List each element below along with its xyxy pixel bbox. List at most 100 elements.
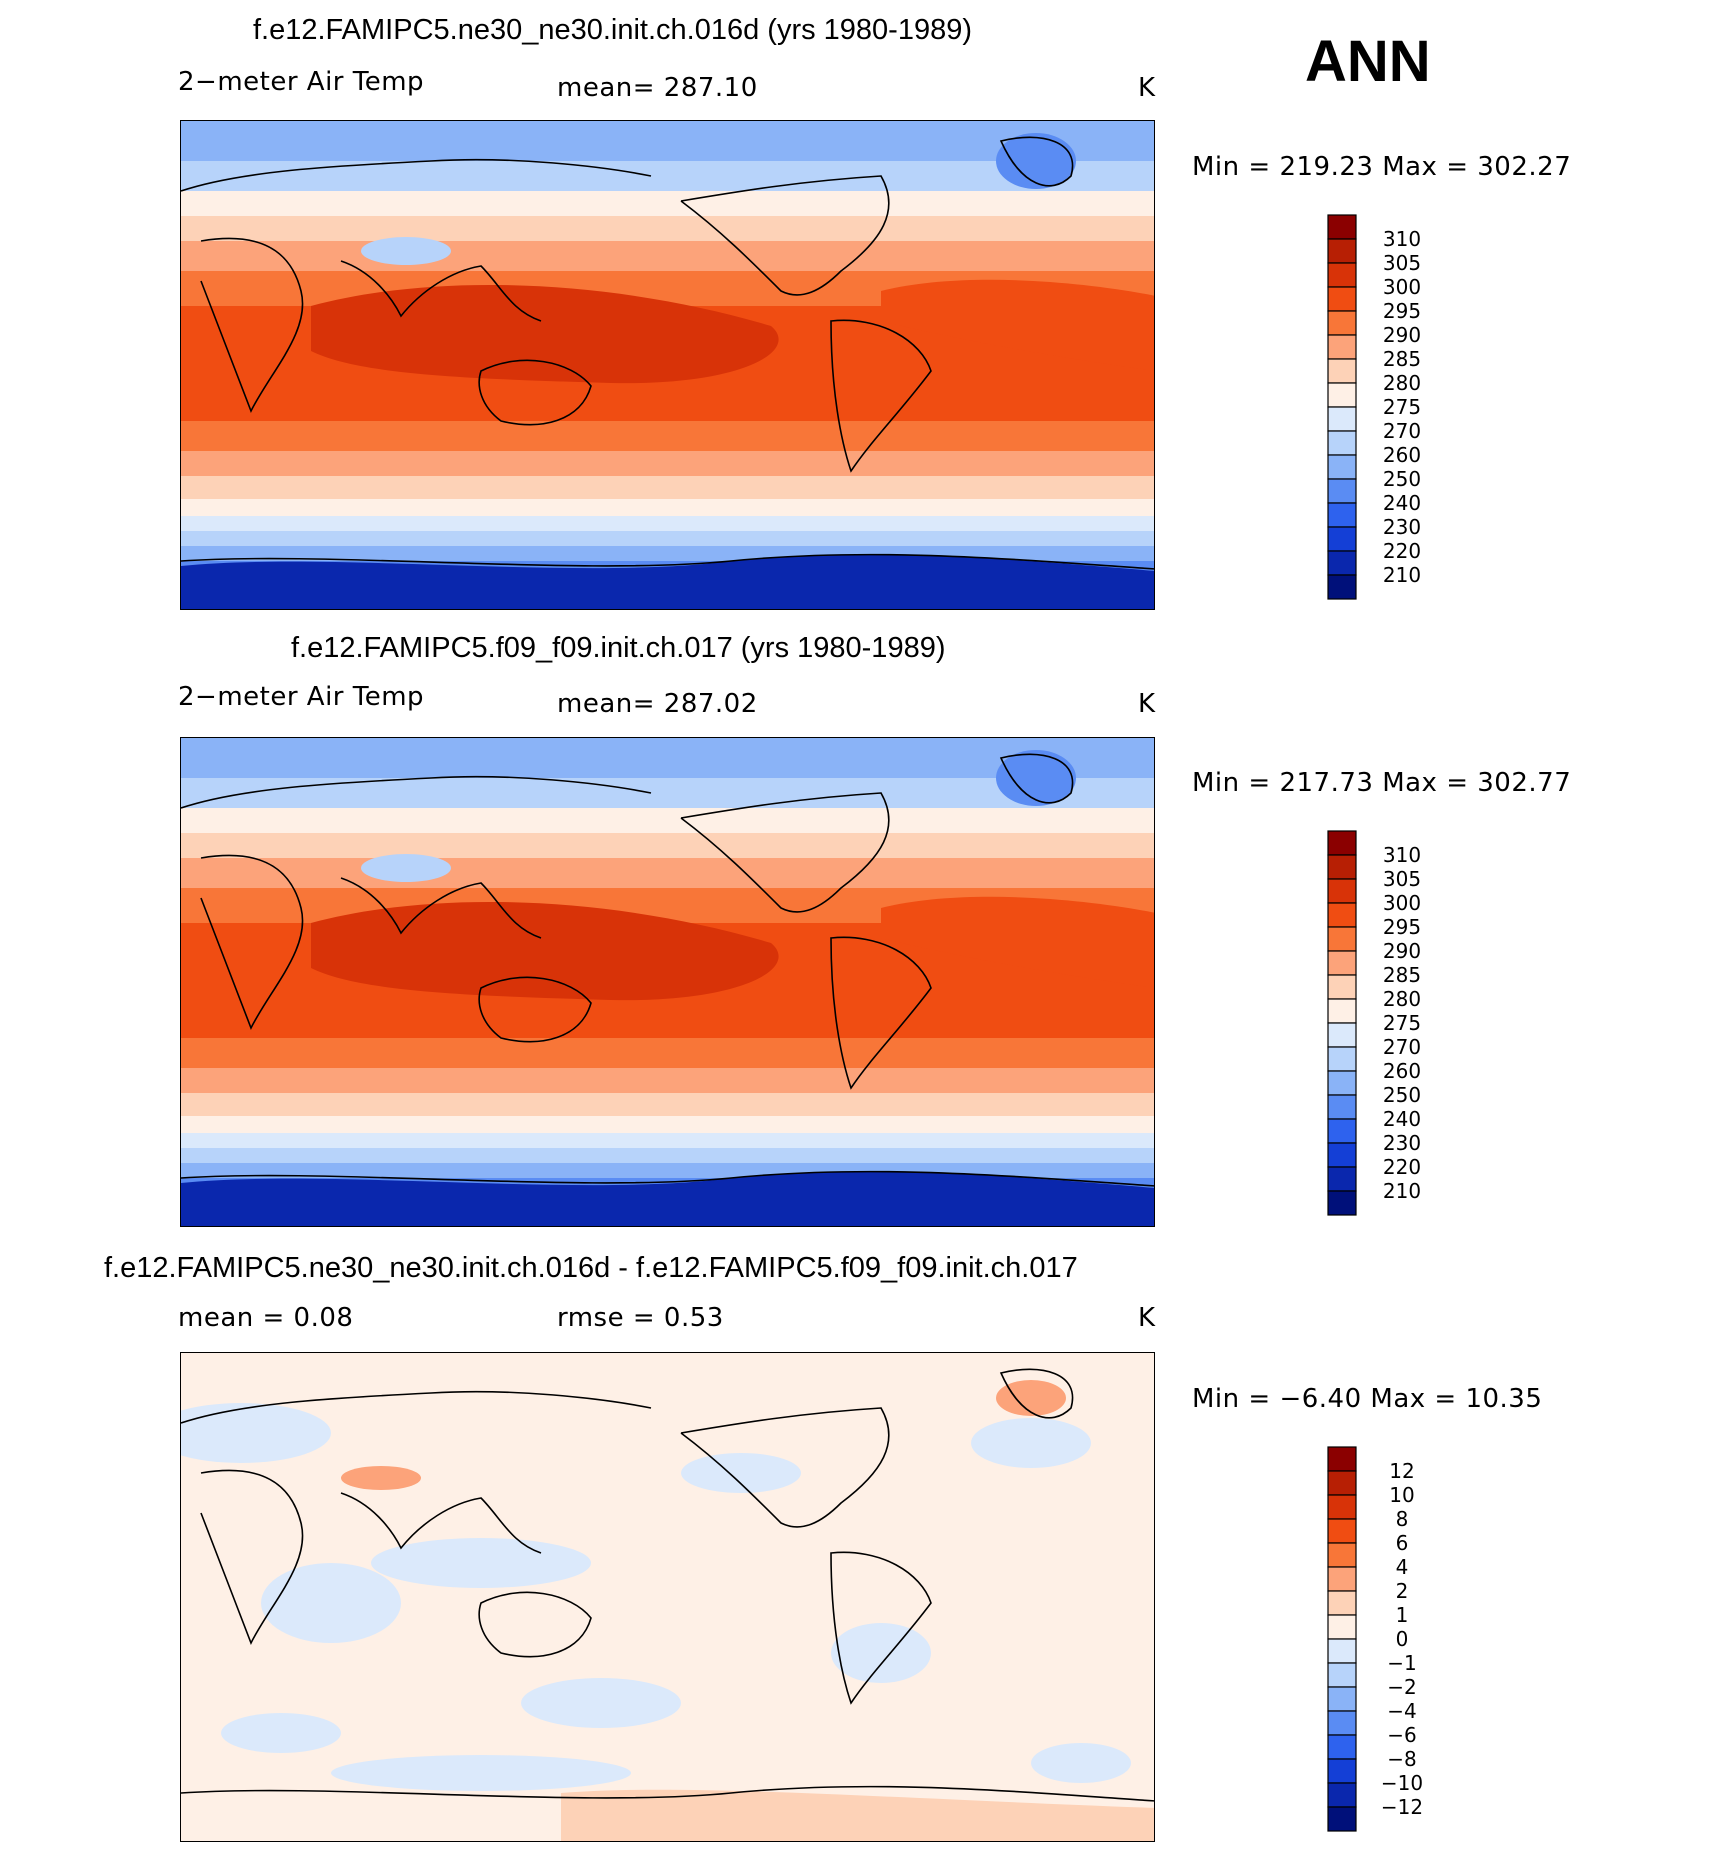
warm-diff-tibet [341, 1466, 421, 1490]
colorbar-label-5: 285 [1383, 347, 1421, 371]
colorbar-box-4 [1327, 310, 1357, 336]
panel-3-contour-field [181, 1353, 1154, 1841]
colorbar-box-6 [1327, 358, 1357, 384]
colorbar-label-2: 8 [1396, 1507, 1409, 1531]
colorbar-box-14 [1327, 1782, 1357, 1808]
colorbar-box-12 [1327, 1734, 1357, 1760]
colorbar-label-3: 6 [1396, 1531, 1409, 1555]
panel-3-mean-label: mean = 0.08 [178, 1303, 354, 1333]
colorbar-label-13: −10 [1381, 1771, 1423, 1795]
panel-1-variable-label: 2−meter Air Temp [178, 67, 425, 97]
colorbar-label-14: 210 [1383, 563, 1421, 587]
coastline-0 [181, 775, 652, 809]
panel-1-map [180, 120, 1155, 610]
cool-diff-3 [521, 1678, 681, 1728]
colorbar-box-6 [1327, 974, 1357, 1000]
colorbar-label-8: 270 [1383, 1035, 1421, 1059]
colorbar-box-15 [1327, 1806, 1357, 1832]
warm-pool [311, 901, 779, 1001]
colorbar-box-8 [1327, 1022, 1357, 1048]
colorbar-label-5: 285 [1383, 963, 1421, 987]
colorbar-box-11 [1327, 478, 1357, 504]
warm-diff-antarctic [561, 1789, 1154, 1841]
colorbar-label-9: −2 [1387, 1675, 1416, 1699]
panel-2-variable-label: 2−meter Air Temp [178, 682, 425, 712]
panel-2-minmax: Min = 217.73 Max = 302.77 [1192, 768, 1572, 798]
colorbar-box-2 [1327, 262, 1357, 288]
coastline-1 [200, 854, 304, 1030]
coastline-6 [999, 136, 1074, 187]
panel-2-contour-field [181, 738, 1154, 1226]
coastline-5 [830, 936, 932, 1090]
coastline-4 [680, 175, 890, 296]
warm-pool [311, 284, 779, 384]
colorbar-box-14 [1327, 1166, 1357, 1192]
lat-band-2 [181, 808, 1154, 833]
colorbar-label-10: 250 [1383, 1083, 1421, 1107]
lat-band-13 [181, 531, 1154, 546]
coastline-2 [340, 1492, 542, 1554]
lat-band-10 [181, 1093, 1154, 1116]
lat-band-0 [181, 738, 1154, 778]
coastline-0 [181, 1390, 652, 1424]
panel-3-rmse-label: rmse = 0.53 [557, 1303, 724, 1333]
antarctica-cold [181, 554, 1154, 609]
panel-1-minmax: Min = 219.23 Max = 302.27 [1192, 152, 1572, 182]
panel-2-map [180, 737, 1155, 1227]
colorbar-label-2: 300 [1383, 891, 1421, 915]
colorbar-label-6: 1 [1396, 1603, 1409, 1627]
colorbar-label-10: 250 [1383, 467, 1421, 491]
colorbar-label-4: 290 [1383, 939, 1421, 963]
lat-band-12 [181, 516, 1154, 531]
coastline-7 [181, 1170, 1154, 1187]
colorbar-label-5: 2 [1396, 1579, 1409, 1603]
warm-diff-greenland [996, 1380, 1066, 1416]
colorbar-box-9 [1327, 1662, 1357, 1688]
colorbar-box-7 [1327, 382, 1357, 408]
colorbar-label-1: 305 [1383, 867, 1421, 891]
colorbar-label-9: 260 [1383, 1059, 1421, 1083]
panel-3-colorbar: 12 10 8 6 4 2 1 0 −1 −2 −4 −6 −8 −10 −12 [1327, 1446, 1468, 1832]
colorbar-box-3 [1327, 902, 1357, 928]
colorbar-box-13 [1327, 1142, 1357, 1168]
colorbar-box-5 [1327, 334, 1357, 360]
lat-band-4 [181, 241, 1154, 271]
panel-3-map [180, 1352, 1155, 1842]
cool-diff-2 [261, 1563, 401, 1643]
coastline-6 [999, 753, 1074, 804]
panel-1-contour-field [181, 121, 1154, 609]
colorbar-label-8: 270 [1383, 419, 1421, 443]
season-label: ANN [1305, 29, 1431, 94]
colorbar-label-11: 240 [1383, 491, 1421, 515]
lat-band-3 [181, 833, 1154, 858]
lat-band-8 [181, 421, 1154, 451]
panel-3-units-label: K [1138, 1303, 1156, 1333]
coastline-4 [680, 1407, 890, 1528]
colorbar-box-0 [1327, 1446, 1357, 1472]
lat-band-12 [181, 1133, 1154, 1148]
colorbar-box-10 [1327, 454, 1357, 480]
temperature-bands [181, 121, 1154, 609]
colorbar-label-8: −1 [1387, 1651, 1416, 1675]
difference-bands [181, 1353, 1154, 1841]
coastline-6 [999, 1368, 1074, 1419]
tibet-cold [361, 854, 451, 882]
panel-2-units-label: K [1138, 689, 1156, 719]
panel-2-mean-label: mean= 287.02 [557, 689, 758, 719]
coastlines [181, 1368, 1154, 1802]
greenland-cold [996, 133, 1076, 189]
colorbar-box-3 [1327, 1518, 1357, 1544]
cool-diff-6 [831, 1623, 931, 1683]
colorbar-box-7 [1327, 998, 1357, 1024]
coastline-2 [340, 877, 542, 939]
coastline-1 [200, 237, 304, 413]
colorbar-label-0: 310 [1383, 843, 1421, 867]
colorbar-label-1: 10 [1389, 1483, 1414, 1507]
colorbar-box-15 [1327, 574, 1357, 600]
colorbar-box-7 [1327, 1614, 1357, 1640]
lat-band-3 [181, 216, 1154, 241]
atlantic-warm [881, 279, 1154, 371]
coastline-3 [478, 1591, 592, 1658]
panel-1-colorbar: 310 305 300 295 290 285 280 275 270 260 250 240 230 2… [1327, 214, 1468, 600]
colorbar-label-14: 210 [1383, 1179, 1421, 1203]
